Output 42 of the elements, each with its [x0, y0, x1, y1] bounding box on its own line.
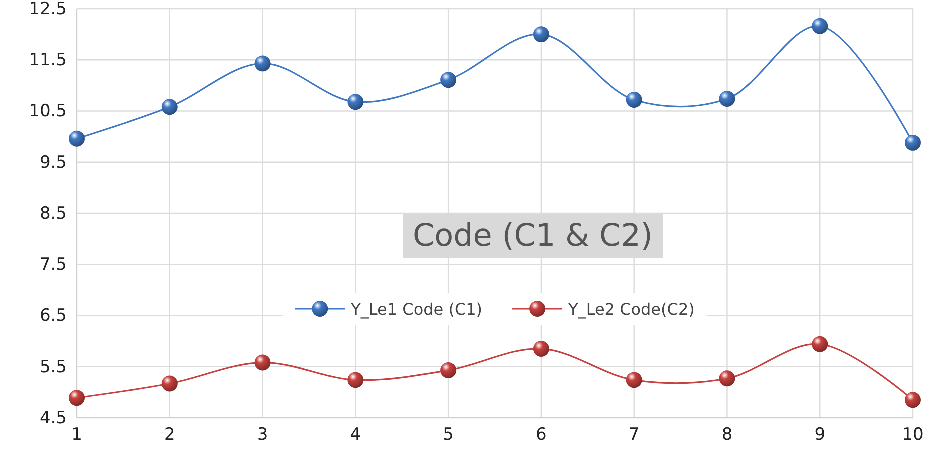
y-tick-label: 11.5 [29, 50, 67, 71]
point [719, 370, 736, 387]
point [905, 134, 921, 151]
point [162, 99, 178, 116]
y-tick-label: 12.5 [29, 0, 67, 20]
x-tick-label: 1 [72, 425, 82, 446]
x-tick-label: 3 [257, 425, 268, 446]
point [719, 91, 736, 107]
legend-label: Y_Le2 Code(C2) [568, 300, 695, 319]
point [348, 94, 364, 110]
point [626, 372, 642, 388]
x-tick-label: 2 [164, 425, 176, 446]
text: Code (C1 & C2) [412, 218, 654, 254]
point [348, 372, 364, 388]
point [812, 18, 828, 34]
point [812, 336, 828, 352]
legend-label: Y_Le1 Code (C1) [350, 300, 483, 319]
point [69, 390, 85, 406]
y-tick-label: 9.5 [40, 152, 67, 173]
point [533, 26, 550, 43]
point [162, 376, 178, 392]
y-tick-label: 7.5 [40, 255, 67, 276]
point [440, 362, 457, 378]
x-tick-label: 7 [628, 425, 640, 446]
point [69, 130, 85, 147]
y-tick-label: 6.5 [40, 306, 67, 326]
x-tick-label: 6 [536, 425, 547, 446]
y-tick-label: 4.5 [40, 408, 67, 428]
x-tick-label: 5 [443, 425, 454, 446]
point [533, 341, 550, 357]
point [626, 92, 642, 108]
x-tick-label: 10 [902, 425, 924, 446]
point [440, 72, 457, 88]
point [254, 56, 271, 72]
y-tick-label: 8.5 [40, 204, 67, 224]
point [254, 354, 271, 371]
point [905, 392, 921, 408]
x-tick-label: 9 [814, 425, 826, 446]
y-tick-label: 10.5 [29, 102, 67, 122]
y-tick-label: 5.5 [40, 357, 67, 378]
x-tick-label: 8 [722, 425, 733, 446]
x-tick-label: 4 [350, 425, 362, 446]
